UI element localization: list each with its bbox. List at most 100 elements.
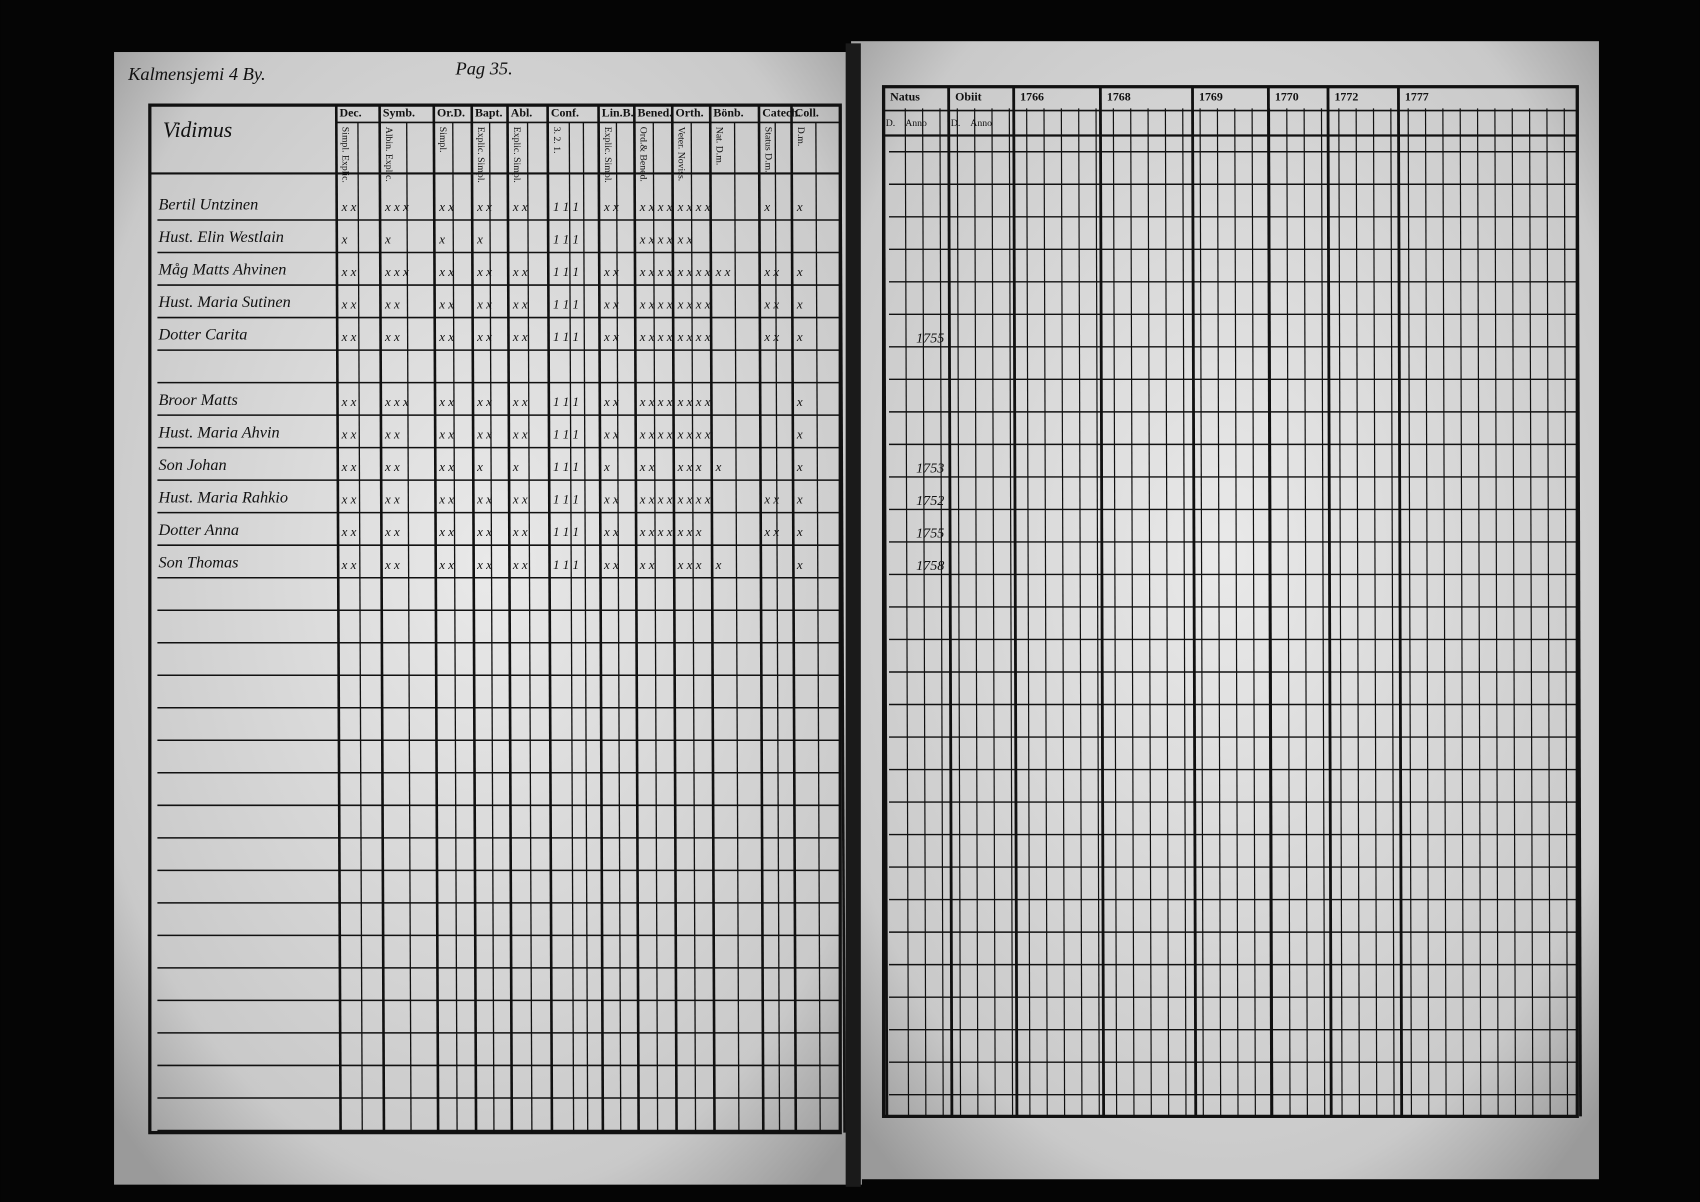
cell-mark: x x — [639, 459, 655, 474]
cell-mark: x x — [603, 557, 619, 572]
rule-line — [1095, 108, 1100, 1117]
person-name: Dotter Carita — [157, 326, 247, 344]
cell-mark: x x — [384, 492, 400, 507]
rule-line — [690, 122, 697, 1133]
cell-mark: x — [476, 459, 483, 474]
rule-line — [1397, 86, 1404, 1117]
rule-line — [526, 122, 533, 1133]
rule-line — [1511, 108, 1517, 1117]
birth-year: 1755 — [916, 330, 944, 346]
cell-mark: x — [796, 264, 803, 279]
cell-mark: x x — [341, 557, 357, 572]
rule-line — [597, 105, 605, 1133]
gutter — [845, 43, 861, 1187]
column-header: 1769 — [1199, 89, 1223, 103]
left-paper — [114, 52, 862, 1185]
cell-mark: x x x x — [677, 329, 711, 344]
column-subheader: Explic. Simpl. — [475, 127, 486, 183]
cell-mark: x x — [476, 492, 492, 507]
cell-mark: x x — [438, 524, 454, 539]
rule-line — [815, 122, 821, 1133]
column-subheader: D. — [886, 118, 895, 129]
rule-line — [1286, 108, 1291, 1117]
rule-line — [904, 108, 910, 1117]
rule-line — [1060, 108, 1066, 1117]
rule-line — [1563, 108, 1569, 1117]
cell-mark: x x x x — [639, 427, 673, 442]
cell-mark: x x — [341, 459, 357, 474]
cell-mark: 1 1 1 — [553, 199, 579, 214]
cell-mark: x x — [384, 557, 400, 572]
cell-mark: x x — [438, 427, 454, 442]
rule-line — [1147, 108, 1152, 1117]
rule-line — [406, 122, 412, 1133]
column-header: Bönb. — [713, 106, 743, 120]
column-header: 1766 — [1020, 89, 1044, 103]
cell-mark: x x — [603, 492, 619, 507]
cell-mark: x — [796, 427, 803, 442]
person-name: Hust. Maria Ahvin — [157, 423, 279, 441]
rule-line — [1182, 108, 1187, 1117]
rule-line — [334, 105, 342, 1133]
column-subheader: Albin. Explic. — [383, 127, 394, 182]
cell-mark: 1 1 1 — [553, 524, 579, 539]
cell-mark: 1 1 1 — [553, 459, 579, 474]
rule-line — [582, 122, 589, 1133]
column-subheader: Anno — [905, 118, 927, 129]
person-name: Hust. Maria Rahkio — [157, 488, 288, 506]
cell-mark: x x — [603, 199, 619, 214]
rule-line — [633, 105, 640, 1133]
column-header: 1777 — [1405, 89, 1429, 103]
column-header: 1768 — [1107, 89, 1131, 103]
cell-mark: x x — [603, 524, 619, 539]
person-name: Broor Matts — [158, 391, 237, 409]
place-heading: Kalmensjemi 4 By. — [127, 64, 266, 84]
cell-mark: x x x x — [677, 427, 711, 442]
rule-line — [432, 105, 440, 1133]
column-subheader: Status D.m. — [762, 127, 773, 173]
rule-line — [1043, 108, 1048, 1117]
cell-mark: x — [384, 232, 391, 247]
cell-mark: x x — [603, 297, 619, 312]
cell-mark: x — [796, 297, 803, 312]
cell-mark: x x — [763, 329, 779, 344]
cell-mark: x x — [476, 199, 492, 214]
rule-line — [1112, 108, 1118, 1117]
cell-mark: x — [796, 329, 803, 344]
cell-mark: 1 1 1 — [553, 394, 579, 409]
rule-line — [568, 122, 575, 1133]
cell-mark: x — [796, 199, 803, 214]
cell-mark: x x — [763, 264, 779, 279]
cell-mark: x x — [341, 524, 357, 539]
rule-line — [708, 105, 716, 1133]
cell-mark: x x — [476, 427, 492, 442]
column-subheader: 3. 2. 1. — [551, 127, 562, 154]
cell-mark: x — [438, 232, 445, 247]
cell-mark: 1 1 1 — [553, 492, 579, 507]
rule-line — [790, 105, 798, 1133]
rule-line — [838, 105, 846, 1133]
cell-mark: x x — [512, 492, 528, 507]
column-header: Abl. — [511, 106, 533, 120]
rule-line — [882, 86, 889, 1117]
cell-mark: 1 1 1 — [553, 264, 579, 279]
cell-mark: x x x x — [677, 199, 711, 214]
column-subheader: Explic. Simpl. — [511, 127, 522, 183]
rule-line — [1494, 108, 1499, 1117]
cell-mark: x x — [384, 329, 400, 344]
rule-line — [774, 122, 781, 1133]
cell-mark: x x — [763, 524, 779, 539]
column-header: Lin.B. — [602, 106, 634, 120]
rule-line — [939, 108, 944, 1117]
rule-line — [652, 122, 659, 1133]
cell-mark: x x x — [384, 199, 409, 214]
cell-mark: x x — [512, 557, 528, 572]
cell-mark: x x — [763, 492, 779, 507]
cell-mark: x — [796, 557, 803, 572]
cell-mark: 1 1 1 — [553, 427, 579, 442]
cell-mark: x x — [603, 427, 619, 442]
rule-line — [1234, 108, 1239, 1117]
cell-mark: x x x — [677, 524, 702, 539]
column-header: Symb. — [383, 106, 415, 120]
person-name: Son Thomas — [158, 553, 238, 571]
